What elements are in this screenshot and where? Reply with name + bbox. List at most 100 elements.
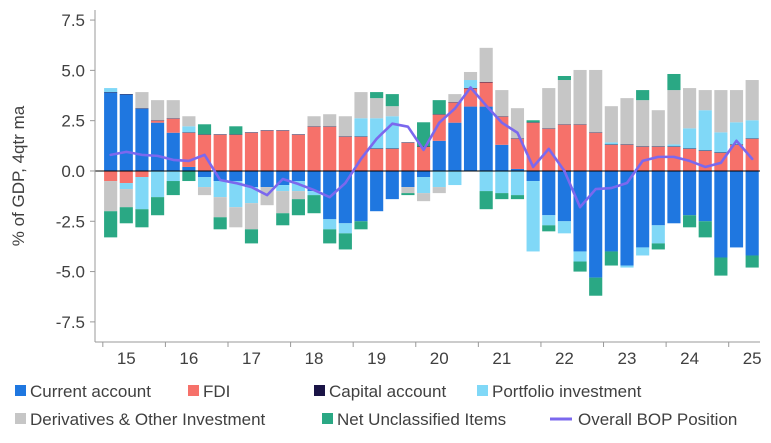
bar-net-unclassified-items-2021Q1	[479, 191, 493, 210]
bar-current-account-2019Q1	[354, 170, 368, 222]
bar-fdi-2016Q3	[197, 134, 212, 171]
legend-swatch-capital-account	[314, 385, 325, 396]
bar-derivatives-other-investment-2015Q2	[119, 189, 133, 208]
bar-capital-account-2022Q3	[573, 124, 587, 125]
bar-capital-account-2021Q4	[526, 122, 540, 123]
bar-capital-account-2018Q2	[307, 126, 321, 127]
bar-derivatives-other-investment-2018Q2	[307, 116, 321, 127]
bar-derivatives-other-investment-2022Q3	[573, 69, 587, 125]
bar-fdi-2019Q4	[401, 142, 415, 171]
legend-swatch-fdi	[188, 385, 199, 396]
bar-net-unclassified-items-2023Q1	[604, 251, 618, 266]
bar-fdi-2019Q2	[370, 148, 384, 171]
bar-current-account-2023Q2	[620, 170, 634, 266]
bar-net-unclassified-items-2021Q2	[495, 193, 509, 200]
bar-portfolio-investment-2017Q4	[276, 185, 290, 192]
bar-capital-account-2023Q1	[604, 144, 618, 145]
y-tick-label: 0.0	[61, 162, 85, 181]
legend-swatch-current-account	[15, 385, 26, 396]
bar-capital-account-2022Q4	[589, 132, 603, 133]
bar-capital-account-2019Q2	[370, 148, 384, 149]
bar-current-account-2018Q3	[323, 170, 337, 220]
bar-derivatives-other-investment-2016Q3	[197, 187, 212, 196]
bar-current-account-2023Q4	[651, 170, 665, 226]
legend-label-current-account: Current account	[30, 382, 151, 401]
bar-portfolio-investment-2023Q2	[620, 265, 634, 268]
bar-portfolio-investment-2021Q1	[479, 170, 493, 192]
bars-layer	[104, 47, 759, 296]
bar-fdi-2021Q4	[526, 122, 540, 171]
bar-portfolio-investment-2018Q2	[307, 191, 321, 196]
bar-capital-account-2018Q4	[338, 136, 352, 137]
bar-portfolio-investment-2024Q1	[667, 144, 681, 147]
bar-portfolio-investment-2018Q3	[323, 219, 337, 230]
bar-capital-account-2016Q4	[213, 134, 227, 135]
legend-swatch-portfolio-investment	[477, 385, 488, 396]
bar-fdi-2020Q3	[448, 102, 462, 123]
bar-current-account-2024Q2	[683, 170, 697, 216]
bar-portfolio-investment-2017Q2	[244, 187, 259, 204]
bar-net-unclassified-items-2022Q3	[573, 261, 587, 272]
bar-portfolio-investment-2017Q1	[229, 181, 243, 208]
bar-portfolio-investment-2025Q1	[729, 122, 744, 145]
y-tick-label: 7.5	[61, 11, 85, 30]
bar-current-account-2020Q3	[448, 122, 462, 171]
bar-fdi-2016Q4	[213, 134, 227, 171]
bar-net-unclassified-items-2017Q4	[276, 213, 290, 226]
y-tick-label: -7.5	[56, 313, 85, 332]
bar-current-account-2019Q4	[401, 170, 415, 188]
legend-label-capital-account: Capital account	[329, 382, 446, 401]
bar-fdi-2022Q3	[573, 124, 587, 171]
bar-current-account-2024Q1	[667, 170, 681, 224]
bar-capital-account-2019Q1	[354, 136, 368, 137]
bar-net-unclassified-items-2023Q3	[636, 90, 650, 101]
x-tick-label: 17	[242, 349, 261, 368]
bar-current-account-2020Q4	[463, 106, 478, 171]
bar-net-unclassified-items-2019Q4	[401, 193, 415, 196]
bar-net-unclassified-items-2015Q3	[135, 209, 149, 228]
bar-portfolio-investment-2015Q2	[119, 183, 133, 190]
bar-capital-account-2015Q4	[151, 120, 165, 121]
bar-derivatives-other-investment-2017Q2	[244, 203, 259, 230]
bar-capital-account-2016Q1	[166, 118, 180, 119]
bar-net-unclassified-items-2017Q1	[229, 126, 243, 135]
bar-current-account-2024Q4	[714, 170, 728, 258]
bar-capital-account-2016Q3	[197, 134, 212, 135]
bar-portfolio-investment-2019Q1	[354, 118, 368, 137]
bar-capital-account-2019Q3	[385, 148, 399, 149]
bar-derivatives-other-investment-2020Q1	[417, 193, 431, 202]
bar-capital-account-2020Q2	[432, 114, 446, 115]
bar-current-account-2018Q2	[307, 170, 321, 192]
bar-net-unclassified-items-2025Q2	[745, 255, 759, 268]
bar-current-account-2017Q1	[229, 170, 243, 182]
bar-derivatives-other-investment-2025Q1	[729, 90, 744, 123]
bar-derivatives-other-investment-2019Q3	[385, 106, 399, 117]
axes-layer: 7.5 5.0 2.5 0.0 -2.5 -5.0 -7.5 % of GDP, 4qtr m…	[9, 10, 762, 368]
bar-capital-account-2015Q3	[135, 108, 149, 109]
bar-capital-account-2016Q2	[182, 132, 196, 133]
bar-net-unclassified-items-2024Q3	[698, 221, 712, 238]
bar-current-account-2021Q4	[526, 170, 540, 182]
bar-current-account-2025Q1	[729, 170, 744, 248]
bar-fdi-2015Q3	[135, 170, 149, 178]
bar-current-account-2018Q4	[338, 170, 352, 224]
bar-portfolio-investment-2020Q3	[448, 170, 462, 186]
bar-derivatives-other-investment-2018Q3	[323, 114, 337, 127]
x-tick-label: 23	[618, 349, 637, 368]
bar-derivatives-other-investment-2022Q1	[542, 88, 556, 129]
bar-derivatives-other-investment-2016Q4	[213, 197, 227, 218]
bar-net-unclassified-items-2016Q4	[213, 217, 227, 230]
bar-capital-account-2022Q2	[557, 124, 571, 125]
bar-derivatives-other-investment-2021Q2	[495, 90, 509, 117]
bar-current-account-2023Q3	[636, 170, 650, 248]
bar-net-unclassified-items-2015Q2	[119, 207, 133, 224]
bar-capital-account-2022Q1	[542, 128, 556, 129]
bar-fdi-2017Q2	[244, 132, 259, 171]
bar-fdi-2015Q1	[104, 170, 118, 182]
bar-fdi-2017Q1	[229, 134, 243, 171]
y-axis-title: % of GDP, 4qtr ma	[9, 105, 28, 246]
bar-capital-account-2015Q1	[104, 92, 118, 93]
bar-derivatives-other-investment-2023Q1	[604, 106, 618, 143]
bar-current-account-2020Q1	[417, 170, 431, 178]
bar-net-unclassified-items-2021Q3	[510, 195, 525, 200]
